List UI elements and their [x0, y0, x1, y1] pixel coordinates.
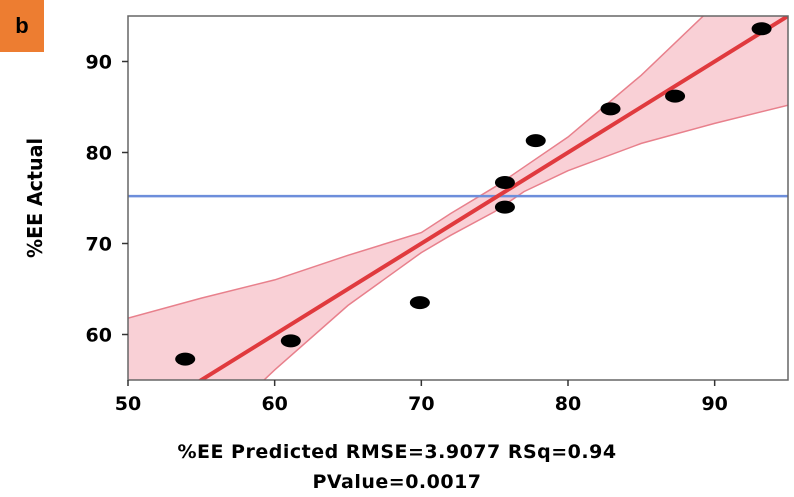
confidence-band-upper-edge — [128, 16, 705, 319]
x-axis-title-line-1: %EE Predicted RMSE=3.9077 RSq=0.94 — [177, 441, 617, 463]
confidence-band — [128, 16, 788, 380]
x-axis-title-line-2: PValue=0.0017 — [312, 471, 482, 493]
panel-label: b — [15, 13, 29, 38]
fit-line — [197, 16, 788, 380]
data-point — [175, 352, 196, 366]
y-tick-label: 90 — [86, 52, 112, 74]
y-tick-label: 70 — [86, 234, 112, 256]
x-axis-title: %EE Predicted RMSE=3.9077 RSq=0.94 PValu… — [0, 437, 794, 497]
x-tick-label: 60 — [261, 393, 287, 415]
y-tick-label: 80 — [86, 143, 112, 165]
data-point — [751, 22, 772, 36]
confidence-band-lower-edge — [262, 104, 788, 380]
data-point — [409, 296, 430, 310]
y-axis-title: %EE Actual — [23, 138, 47, 258]
y-tick-label: 60 — [86, 325, 112, 347]
data-point — [494, 200, 515, 214]
x-tick-label: 50 — [115, 393, 141, 415]
plot-frame — [127, 15, 789, 381]
data-point — [525, 134, 546, 148]
panel-label-badge: b — [0, 0, 44, 52]
data-point — [280, 334, 301, 348]
regression-chart: 50 60 70 80 90 60 70 80 90 %EE Actual — [23, 15, 789, 415]
x-tick-label: 70 — [408, 393, 434, 415]
data-point — [494, 176, 515, 190]
x-tick-label: 80 — [555, 393, 581, 415]
data-point — [600, 102, 621, 116]
x-tick-label: 90 — [701, 393, 727, 415]
data-point — [665, 89, 686, 103]
